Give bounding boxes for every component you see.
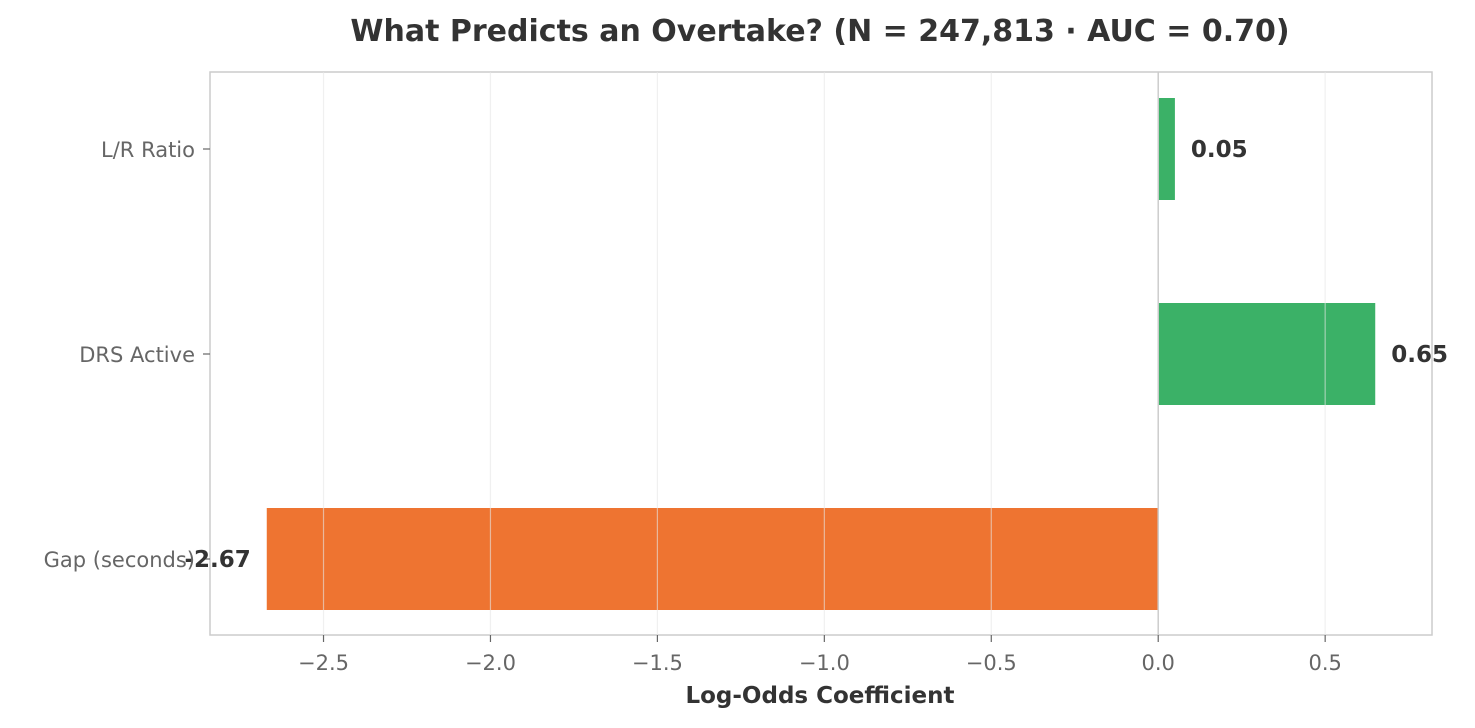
chart-title: What Predicts an Overtake? (N = 247,813 …	[350, 14, 1289, 49]
bar	[266, 508, 1159, 610]
bar	[1158, 98, 1175, 200]
x-tick-label: −0.5	[966, 651, 1017, 675]
y-tick-label: L/R Ratio	[101, 138, 195, 162]
x-tick-label: −2.5	[298, 651, 349, 675]
x-tick-label: −1.5	[632, 651, 683, 675]
data-label: -2.67	[184, 547, 250, 573]
data-label: 0.65	[1391, 342, 1448, 368]
x-tick-label: 0.5	[1308, 651, 1341, 675]
data-label: 0.05	[1191, 137, 1248, 163]
x-axis-label: Log-Odds Coefficient	[685, 683, 954, 709]
x-tick-label: −1.0	[799, 651, 850, 675]
x-tick-label: 0.0	[1142, 651, 1175, 675]
y-tick-label: Gap (seconds)	[44, 548, 195, 572]
x-tick-label: −2.0	[465, 651, 516, 675]
bar	[1158, 303, 1376, 405]
y-tick-label: DRS Active	[79, 343, 195, 367]
